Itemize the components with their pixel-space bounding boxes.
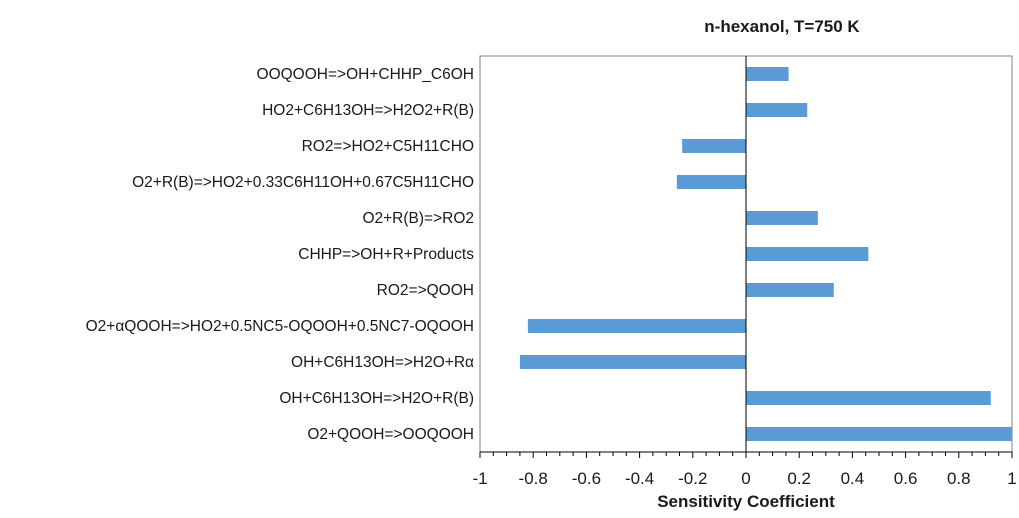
x-tick-label-2: -0.6 <box>572 469 601 488</box>
category-label-9: OH+C6H13OH=>H2O+R(B) <box>279 390 474 407</box>
bar-4 <box>746 211 818 225</box>
category-label-6: RO2=>QOOH <box>377 282 474 299</box>
bar-0 <box>746 67 789 81</box>
bar-8 <box>519 355 746 369</box>
category-label-4: O2+R(B)=>RO2 <box>362 210 474 227</box>
bar-6 <box>746 283 834 297</box>
x-tick-label-0: -1 <box>472 469 487 488</box>
x-axis: -1 -0.8 -0.6 -0.4 -0.2 0 0.2 0.4 0.6 0.8 1 <box>472 56 1017 488</box>
x-tick-label-4: -0.2 <box>678 469 707 488</box>
category-label-2: RO2=>HO2+C5H11CHO <box>302 138 474 155</box>
x-tick-label-1: -0.8 <box>519 469 548 488</box>
x-tick-label-5: 0 <box>741 469 750 488</box>
category-labels: OOQOOH=>OH+CHHP_C6OH HO2+C6H13OH=>H2O2+R(… <box>86 66 475 443</box>
bar-7 <box>527 319 746 333</box>
bars-layer <box>519 67 1012 441</box>
chart-title: n-hexanol, T=750 K <box>704 17 860 36</box>
category-label-7: O2+αQOOH=>HO2+0.5NC5-OQOOH+0.5NC7-OQOOH <box>86 318 474 335</box>
bar-10 <box>746 427 1012 441</box>
bar-9 <box>746 391 991 405</box>
x-tick-label-6: 0.2 <box>787 469 811 488</box>
category-label-8: OH+C6H13OH=>H2O+Rα <box>291 354 474 371</box>
x-axis-title: Sensitivity Coefficient <box>657 492 835 511</box>
category-label-10: O2+QOOH=>OOQOOH <box>307 426 474 443</box>
bar-2 <box>682 139 746 153</box>
category-label-5: CHHP=>OH+R+Products <box>298 246 474 263</box>
bar-5 <box>746 247 869 261</box>
x-tick-label-3: -0.4 <box>625 469 654 488</box>
x-tick-label-9: 0.8 <box>947 469 971 488</box>
x-tick-label-7: 0.4 <box>841 469 865 488</box>
category-label-3: O2+R(B)=>HO2+0.33C6H11OH+0.67C5H11CHO <box>132 174 474 191</box>
category-label-1: HO2+C6H13OH=>H2O2+R(B) <box>262 102 474 119</box>
category-label-0: OOQOOH=>OH+CHHP_C6OH <box>257 66 474 83</box>
bar-3 <box>676 175 746 189</box>
x-tick-label-8: 0.6 <box>894 469 918 488</box>
x-tick-label-10: 1 <box>1007 469 1016 488</box>
bar-1 <box>746 103 808 117</box>
